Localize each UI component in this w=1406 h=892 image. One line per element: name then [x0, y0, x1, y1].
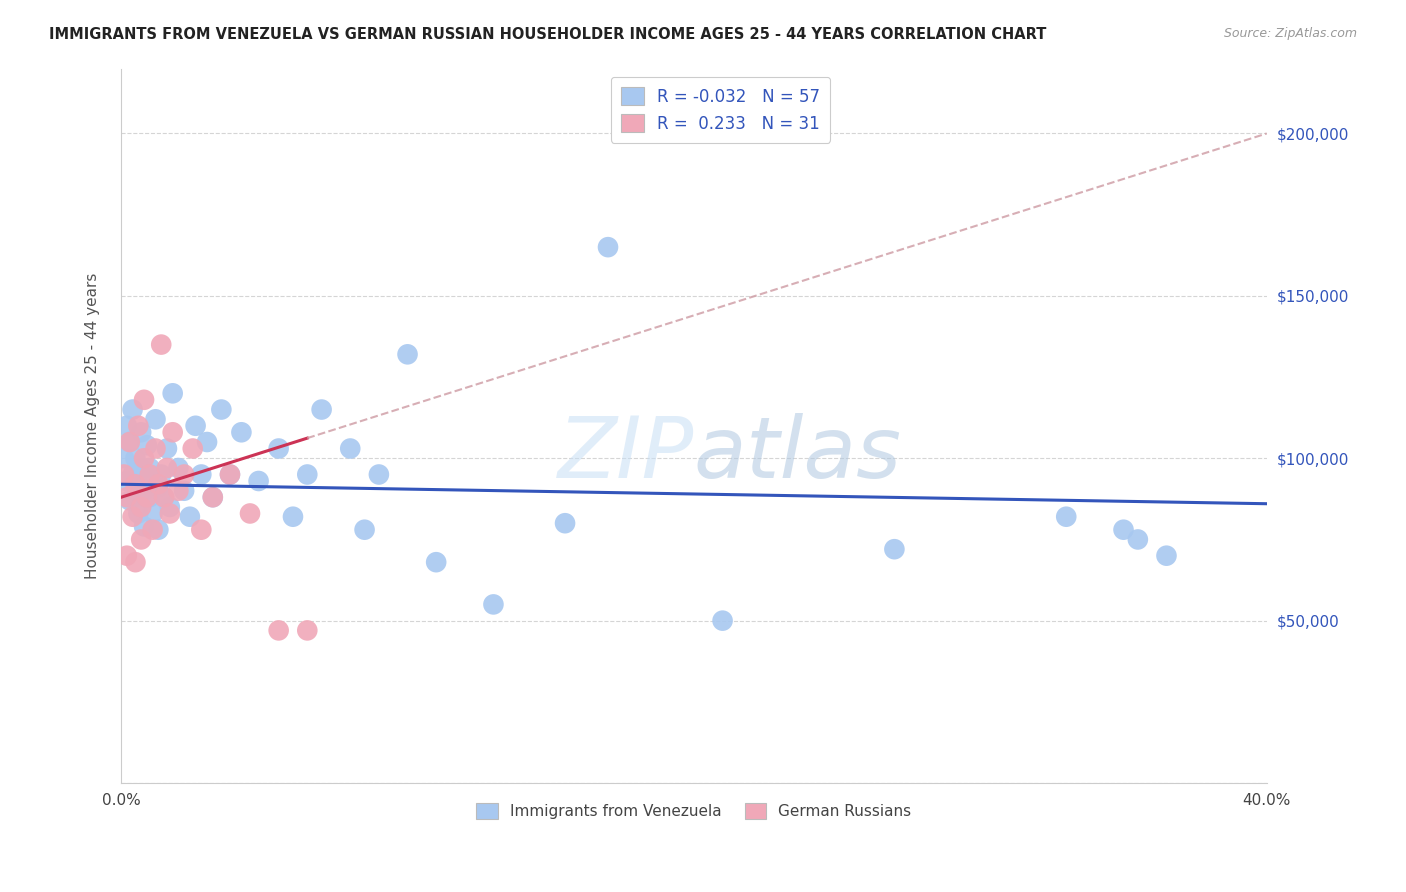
Point	[142, 523, 165, 537]
Point	[142, 507, 165, 521]
Point	[181, 442, 204, 456]
Point	[883, 542, 905, 557]
Point	[209, 402, 232, 417]
Point	[115, 490, 138, 504]
Point	[132, 392, 155, 407]
Point	[124, 490, 146, 504]
Point	[162, 386, 184, 401]
Point	[167, 461, 190, 475]
Point	[148, 481, 170, 495]
Point	[115, 549, 138, 563]
Point	[139, 490, 162, 504]
Point	[132, 451, 155, 466]
Point	[156, 461, 179, 475]
Point	[179, 509, 201, 524]
Point	[184, 418, 207, 433]
Point	[396, 347, 419, 361]
Point	[121, 467, 143, 482]
Point	[367, 467, 389, 482]
Point	[239, 507, 262, 521]
Point	[247, 474, 270, 488]
Point	[150, 467, 173, 482]
Point	[127, 507, 149, 521]
Point	[267, 624, 290, 638]
Point	[195, 435, 218, 450]
Point	[1126, 533, 1149, 547]
Point	[121, 509, 143, 524]
Point	[112, 467, 135, 482]
Text: IMMIGRANTS FROM VENEZUELA VS GERMAN RUSSIAN HOUSEHOLDER INCOME AGES 25 - 44 YEAR: IMMIGRANTS FROM VENEZUELA VS GERMAN RUSS…	[49, 27, 1046, 42]
Legend: Immigrants from Venezuela, German Russians: Immigrants from Venezuela, German Russia…	[471, 797, 918, 825]
Point	[118, 435, 141, 450]
Point	[115, 418, 138, 433]
Point	[159, 500, 181, 514]
Y-axis label: Householder Income Ages 25 - 44 years: Householder Income Ages 25 - 44 years	[86, 273, 100, 579]
Point	[297, 467, 319, 482]
Point	[219, 467, 242, 482]
Point	[173, 467, 195, 482]
Point	[153, 490, 176, 504]
Point	[135, 438, 157, 452]
Text: ZIP: ZIP	[558, 413, 695, 496]
Point	[139, 467, 162, 482]
Point	[167, 483, 190, 498]
Point	[482, 598, 505, 612]
Point	[112, 451, 135, 466]
Text: Source: ZipAtlas.com: Source: ZipAtlas.com	[1223, 27, 1357, 40]
Point	[148, 523, 170, 537]
Point	[156, 442, 179, 456]
Point	[267, 442, 290, 456]
Point	[596, 240, 619, 254]
Point	[1054, 509, 1077, 524]
Point	[190, 523, 212, 537]
Point	[139, 461, 162, 475]
Point	[190, 467, 212, 482]
Point	[173, 483, 195, 498]
Point	[127, 477, 149, 491]
Point	[201, 490, 224, 504]
Point	[219, 467, 242, 482]
Point	[124, 451, 146, 466]
Point	[150, 337, 173, 351]
Text: atlas: atlas	[695, 413, 901, 496]
Point	[554, 516, 576, 531]
Point	[311, 402, 333, 417]
Point	[132, 519, 155, 533]
Point	[148, 477, 170, 491]
Point	[132, 483, 155, 498]
Point	[425, 555, 447, 569]
Point	[711, 614, 734, 628]
Point	[124, 555, 146, 569]
Point	[135, 467, 157, 482]
Point	[353, 523, 375, 537]
Point	[118, 493, 141, 508]
Point	[127, 418, 149, 433]
Point	[1112, 523, 1135, 537]
Point	[129, 461, 152, 475]
Point	[145, 412, 167, 426]
Point	[231, 425, 253, 440]
Point	[121, 402, 143, 417]
Point	[129, 425, 152, 440]
Point	[129, 500, 152, 514]
Point	[339, 442, 361, 456]
Point	[135, 490, 157, 504]
Point	[1156, 549, 1178, 563]
Point	[153, 490, 176, 504]
Point	[124, 477, 146, 491]
Point	[145, 442, 167, 456]
Point	[129, 533, 152, 547]
Point	[159, 507, 181, 521]
Point	[115, 474, 138, 488]
Point	[118, 435, 141, 450]
Point	[297, 624, 319, 638]
Point	[162, 425, 184, 440]
Point	[201, 490, 224, 504]
Point	[281, 509, 304, 524]
